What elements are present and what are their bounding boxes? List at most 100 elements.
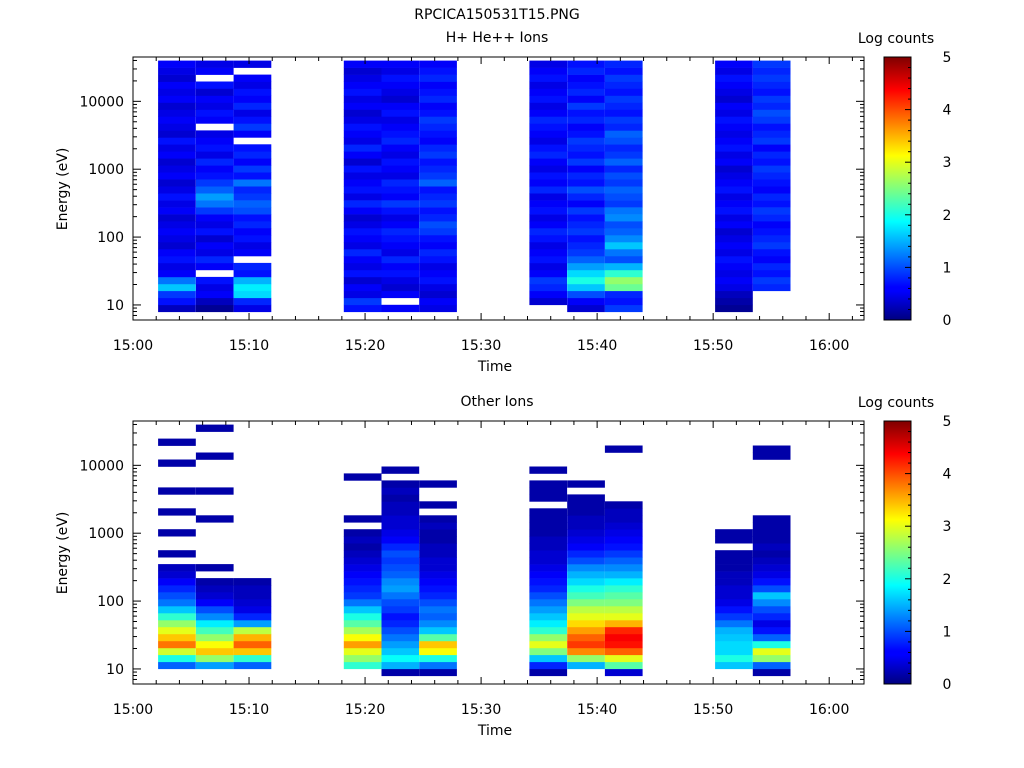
heatmap-cell [529, 550, 568, 558]
heatmap-cell [419, 606, 457, 614]
heatmap-cell [158, 193, 196, 201]
heatmap-cell [233, 242, 272, 250]
heatmap-cell [419, 102, 457, 110]
heatmap-cell [233, 123, 272, 131]
heatmap-cell [233, 200, 272, 208]
heatmap-cell [233, 262, 272, 271]
heatmap-cell [233, 60, 272, 68]
heatmap-cell [158, 130, 196, 138]
heatmap-cell [752, 81, 791, 89]
heatmap-cell [158, 249, 196, 257]
heatmap-cell [381, 262, 420, 271]
heatmap-cell [419, 186, 457, 194]
heatmap-cell [233, 95, 272, 103]
heatmap-cell [195, 172, 234, 180]
heatmap-cell [567, 543, 605, 551]
heatmap-cell [195, 186, 234, 194]
heatmap-cell [752, 543, 791, 551]
heatmap-cell [604, 661, 643, 670]
heatmap-cell [567, 221, 605, 229]
heatmap-cell [715, 647, 753, 656]
heatmap-cell [604, 536, 643, 544]
plot-frame [132, 420, 865, 685]
heatmap-cell [529, 144, 568, 152]
heatmap-cell [715, 654, 753, 663]
heatmap-cell [233, 578, 272, 586]
heatmap-cell [715, 116, 753, 124]
heatmap-cell [343, 228, 382, 236]
heatmap-cell [343, 249, 382, 257]
heatmap-cell [752, 207, 791, 215]
heatmap-cell [567, 501, 605, 509]
panel-bottom: Other Ions 15:00 15:10 15:20 15:30 15:40 15:5… [55, 394, 952, 739]
heatmap-cell [343, 619, 382, 628]
heatmap-cell [195, 304, 234, 313]
heatmap-cell [419, 269, 457, 278]
heatmap-cell [604, 501, 643, 509]
heatmap-cell [604, 304, 643, 313]
heatmap-cell [195, 626, 234, 635]
heatmap-cell [419, 626, 457, 635]
heatmap-cell [381, 647, 420, 656]
heatmap-cell [343, 242, 382, 250]
heatmap-cell [604, 214, 643, 222]
heatmap-cell [343, 276, 382, 285]
heatmap-cell [604, 207, 643, 215]
heatmap-cell [752, 276, 791, 285]
heatmap-cell [604, 445, 643, 453]
heatmap-cell [343, 269, 382, 278]
heatmap-cell [604, 228, 643, 236]
heatmap-cell [381, 668, 420, 677]
heatmap-cell [715, 613, 753, 621]
heatmap-cell [195, 67, 234, 75]
heatmap-cell [529, 137, 568, 145]
heatmap-cell [529, 228, 568, 236]
heatmap-cell [381, 200, 420, 208]
heatmap-cell [158, 144, 196, 152]
heatmap-cell [752, 186, 791, 194]
heatmap-cell [752, 130, 791, 138]
heatmap-cell [195, 424, 234, 432]
heatmap-cell [752, 221, 791, 229]
heatmap-cell [158, 60, 196, 68]
heatmap-cell [567, 200, 605, 208]
heatmap-cell [715, 109, 753, 117]
heatmap-cell [419, 297, 457, 306]
heatmap-cell [715, 640, 753, 649]
heatmap-cell [419, 109, 457, 117]
heatmap-cell [529, 151, 568, 159]
heatmap-cell [158, 151, 196, 159]
heatmap-cell [233, 613, 272, 621]
heatmap-cell [752, 571, 791, 579]
heatmap-cell [567, 214, 605, 222]
x-tick-label: 15:30 [461, 702, 501, 718]
heatmap-cell [419, 242, 457, 250]
heatmap-cell [529, 619, 568, 628]
heatmap-cell [567, 661, 605, 670]
heatmap-cell [158, 654, 196, 663]
heatmap-cell [195, 633, 234, 642]
heatmap-cell [529, 522, 568, 530]
heatmap-cell [419, 480, 457, 488]
heatmap-cell [567, 235, 605, 243]
heatmap-cell [529, 494, 568, 502]
heatmap-cell [381, 515, 420, 523]
heatmap-cell [529, 543, 568, 551]
heatmap-cell [604, 235, 643, 243]
heatmap-cell [419, 172, 457, 180]
heatmap-cell [604, 515, 643, 523]
heatmap-cell [233, 647, 272, 656]
heatmap-cell [195, 130, 234, 138]
heatmap-cell [604, 599, 643, 607]
heatmap-cell [529, 214, 568, 222]
heatmap-cell [419, 193, 457, 201]
heatmap-cell [567, 515, 605, 523]
heatmap-cell [529, 633, 568, 642]
heatmap-cell [529, 515, 568, 523]
heatmap-cell [567, 95, 605, 103]
heatmap-cell [195, 599, 234, 607]
heatmap-cell [419, 550, 457, 558]
heatmap-cell [567, 480, 605, 488]
heatmap-cell [752, 578, 791, 586]
heatmap-cell [343, 661, 382, 670]
